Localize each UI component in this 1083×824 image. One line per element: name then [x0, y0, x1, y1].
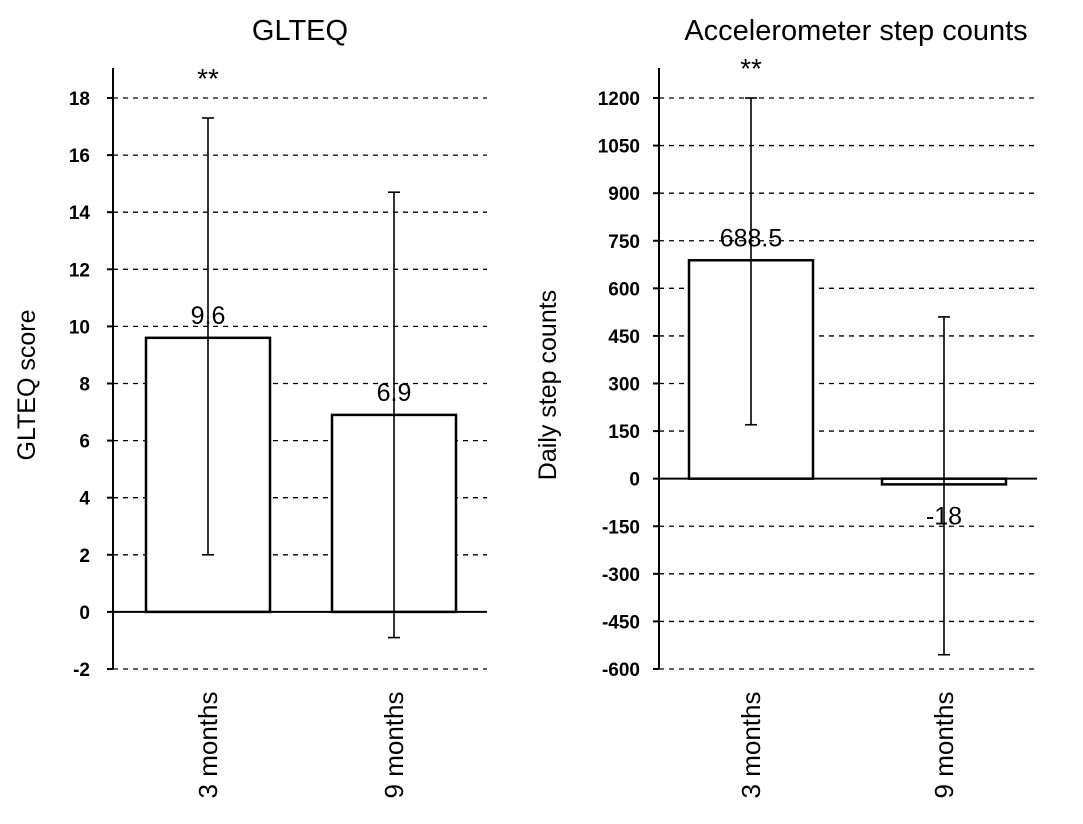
- chart1-ytick-label: 12: [69, 260, 90, 281]
- chart2-category-label: 9 months: [929, 692, 959, 799]
- chart2-ytick-label: -450: [602, 612, 640, 633]
- chart2-ytick-label: 450: [608, 327, 640, 348]
- chart1-ytick-label: 18: [69, 89, 90, 110]
- chart1-ylabel: GLTEQ score: [13, 310, 41, 461]
- chart1-ytick-label: 10: [69, 317, 90, 338]
- chart1-ytick-label: 0: [79, 603, 90, 624]
- chart1-ytick-label: 16: [69, 146, 90, 167]
- chart2-ytick-label: 600: [608, 279, 640, 300]
- chart2-title: Accelerometer step counts: [684, 15, 1027, 47]
- chart1-ytick-label: 6: [79, 432, 90, 453]
- chart2-ytick-label: 150: [608, 422, 640, 443]
- chart2-ytick-label: 1200: [598, 89, 640, 110]
- chart1-ytick-label: 14: [69, 203, 91, 224]
- chart2-data-label: -18: [926, 502, 962, 530]
- chart2-ytick-label: 0: [629, 470, 640, 491]
- chart2-ytick-label: 300: [608, 375, 640, 396]
- chart2-data-label: 688.5: [720, 224, 783, 252]
- chart2-ytick-label: 750: [608, 232, 640, 253]
- chart1-category-label: 9 months: [379, 692, 409, 799]
- chart2-ytick-label: -150: [602, 517, 640, 538]
- chart1-data-label: 6.9: [377, 379, 412, 407]
- chart1-ytick-label: -2: [73, 660, 90, 681]
- chart1-title: GLTEQ: [252, 15, 348, 47]
- chart2-category-label: 3 months: [736, 692, 766, 799]
- chart1-category-label: 3 months: [193, 692, 223, 799]
- chart1-ytick-label: 8: [79, 375, 90, 396]
- chart2-ylabel: Daily step counts: [534, 290, 562, 480]
- chart1-data-label: 9.6: [191, 302, 226, 330]
- chart2-ytick-label: 900: [608, 184, 640, 205]
- chart1-significance-marker: **: [197, 63, 219, 94]
- chart2-ytick-label: -300: [602, 565, 640, 586]
- chart2-significance-marker: **: [740, 53, 762, 84]
- chart1-ytick-label: 2: [79, 546, 90, 567]
- chart2-ytick-label: -600: [602, 660, 640, 681]
- chart2-ytick-label: 1050: [598, 137, 640, 158]
- chart1-ytick-label: 4: [79, 489, 90, 510]
